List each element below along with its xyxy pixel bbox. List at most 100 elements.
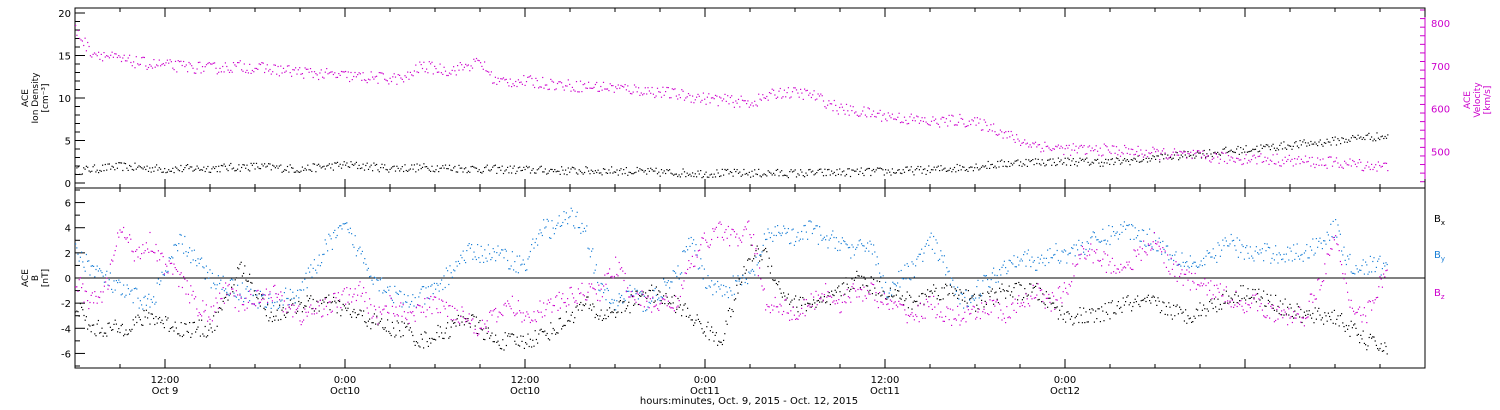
data-point — [123, 162, 125, 164]
data-point — [894, 301, 896, 303]
data-point — [1375, 266, 1377, 268]
data-point — [1167, 245, 1169, 247]
data-point — [189, 166, 191, 168]
data-point — [935, 317, 937, 319]
data-point — [928, 165, 930, 167]
data-point — [139, 319, 141, 321]
data-point — [300, 324, 302, 326]
data-point — [278, 75, 280, 77]
data-point — [264, 309, 266, 311]
data-point — [906, 263, 908, 265]
data-point — [1078, 147, 1080, 149]
data-point — [351, 233, 353, 235]
data-point — [406, 319, 408, 321]
data-point — [886, 172, 888, 174]
data-point — [139, 258, 141, 260]
data-point — [936, 242, 938, 244]
data-point — [427, 297, 429, 299]
data-point — [1161, 253, 1163, 255]
data-point — [594, 289, 596, 291]
data-point — [403, 81, 405, 83]
data-point — [227, 285, 229, 287]
data-point — [559, 307, 561, 309]
data-point — [547, 88, 549, 91]
data-point — [724, 168, 726, 171]
data-point — [328, 163, 330, 165]
data-point — [457, 171, 459, 173]
data-point — [77, 290, 79, 292]
data-point — [479, 261, 481, 263]
data-point — [1256, 145, 1258, 147]
data-point — [286, 311, 288, 313]
data-point — [775, 306, 777, 308]
data-point — [455, 325, 457, 327]
data-point — [445, 327, 447, 329]
data-point — [78, 260, 80, 262]
data-point — [189, 322, 191, 324]
data-point — [1258, 253, 1260, 255]
data-point — [278, 165, 280, 167]
data-point — [166, 319, 168, 321]
data-point — [1178, 159, 1180, 161]
data-point — [249, 290, 251, 292]
data-point — [311, 276, 313, 278]
data-point — [1057, 157, 1059, 159]
data-point — [1377, 161, 1379, 163]
data-point — [473, 251, 475, 253]
data-point — [100, 331, 102, 334]
data-point — [951, 324, 953, 326]
data-point — [990, 290, 992, 292]
data-point — [983, 274, 985, 277]
data-point — [874, 171, 876, 173]
data-point — [889, 299, 891, 301]
data-point — [336, 76, 339, 78]
data-point — [713, 284, 715, 286]
data-point — [138, 316, 140, 318]
data-point — [285, 316, 287, 318]
data-point — [85, 253, 87, 256]
data-point — [1141, 153, 1143, 155]
data-point — [651, 311, 653, 313]
data-point — [119, 331, 121, 334]
data-point — [1364, 138, 1366, 141]
data-point — [283, 300, 285, 302]
data-point — [787, 177, 789, 179]
data-point — [838, 285, 840, 287]
data-point — [975, 310, 977, 312]
data-point — [199, 313, 201, 315]
data-point — [505, 169, 507, 171]
data-point — [1177, 313, 1179, 315]
data-point — [96, 169, 98, 171]
data-point — [804, 88, 806, 90]
data-point — [238, 310, 240, 312]
data-point — [1229, 150, 1231, 152]
data-point — [76, 247, 78, 249]
data-point — [881, 301, 883, 303]
data-point — [516, 170, 518, 172]
data-point — [523, 263, 525, 265]
data-point — [274, 301, 276, 304]
data-point — [493, 341, 495, 343]
data-point — [515, 313, 517, 315]
data-point — [155, 243, 157, 246]
data-point — [778, 90, 780, 92]
data-point — [769, 312, 771, 314]
data-point — [1330, 223, 1332, 225]
data-point — [899, 122, 902, 124]
data-point — [127, 57, 129, 59]
data-point — [631, 173, 633, 175]
data-point — [103, 52, 105, 54]
data-point — [597, 169, 599, 171]
data-point — [1361, 338, 1363, 340]
data-point — [547, 220, 549, 222]
data-point — [1025, 265, 1027, 267]
data-point — [1300, 144, 1302, 146]
data-point — [132, 302, 134, 304]
data-point — [270, 307, 272, 309]
data-point — [417, 304, 419, 306]
data-point — [508, 268, 510, 270]
data-point — [756, 105, 758, 107]
data-point — [124, 60, 127, 62]
data-point — [376, 315, 378, 317]
data-point — [623, 279, 625, 282]
